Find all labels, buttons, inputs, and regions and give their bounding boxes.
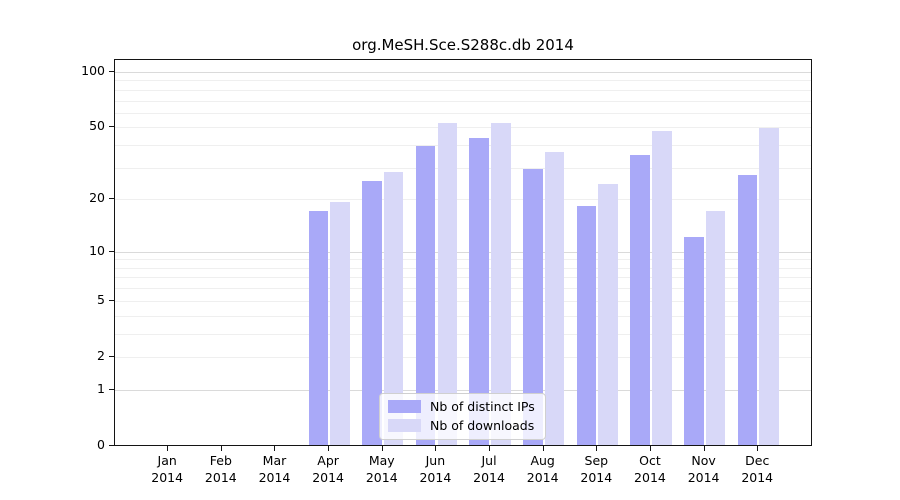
- bar-nb-of-distinct-ips: [684, 237, 704, 445]
- bar-nb-of-distinct-ips: [362, 180, 382, 445]
- gridline-minor: [115, 267, 811, 269]
- x-tick-mark: [381, 446, 383, 451]
- gridline-minor: [115, 127, 811, 129]
- bar-nb-of-distinct-ips: [415, 146, 436, 445]
- y-tick-mark: [109, 355, 114, 357]
- y-tick-label: 2: [97, 347, 105, 363]
- y-tick-label: 10: [89, 242, 105, 258]
- gridline-minor: [115, 167, 811, 169]
- x-tick-mark: [274, 446, 276, 451]
- legend-swatch-distinct-ips: [388, 400, 421, 413]
- y-tick-label: 50: [89, 118, 105, 134]
- y-tick-mark: [109, 445, 114, 446]
- plot-area: Nb of distinct IPs Nb of downloads: [114, 59, 812, 446]
- legend-item-downloads: Nb of downloads: [388, 418, 535, 433]
- legend-item-distinct-ips: Nb of distinct IPs: [388, 399, 535, 414]
- y-tick-mark: [109, 250, 114, 252]
- y-tick-label: 1: [97, 380, 105, 396]
- x-tick-mark: [328, 446, 330, 451]
- bar-nb-of-downloads: [491, 123, 511, 445]
- x-tick-mark: [435, 446, 437, 451]
- x-tick-label: Oct 2014: [634, 453, 666, 485]
- bar-nb-of-downloads: [330, 202, 350, 445]
- y-tick-label: 0: [97, 437, 105, 452]
- gridline-minor: [115, 80, 811, 82]
- gridline-minor: [115, 277, 811, 279]
- bar-nb-of-distinct-ips: [576, 206, 597, 445]
- legend-label-downloads: Nb of downloads: [430, 418, 535, 433]
- bar-nb-of-downloads: [705, 210, 726, 445]
- bar-nb-of-distinct-ips: [308, 210, 329, 445]
- x-tick-mark: [542, 446, 544, 451]
- gridline-minor: [115, 259, 811, 261]
- x-tick-label: Jan 2014: [151, 453, 184, 485]
- bar-nb-of-downloads: [544, 152, 565, 445]
- bar-nb-of-downloads: [383, 172, 404, 445]
- x-tick-label: Aug 2014: [526, 453, 559, 485]
- legend-label-distinct-ips: Nb of distinct IPs: [430, 399, 535, 414]
- bar-nb-of-distinct-ips: [469, 138, 489, 445]
- y-tick-label: 100: [81, 63, 105, 78]
- x-tick-mark: [220, 446, 222, 451]
- gridline-major: [115, 389, 811, 391]
- gridline-minor: [115, 199, 811, 201]
- gridline-minor: [115, 300, 811, 302]
- gridline-major: [115, 72, 811, 73]
- x-tick-mark: [649, 446, 651, 451]
- x-tick-label: Sep 2014: [580, 453, 613, 485]
- x-tick-mark: [489, 446, 491, 451]
- gridline-minor: [115, 89, 811, 91]
- y-tick-label: 20: [89, 190, 105, 206]
- x-tick-label: Apr 2014: [312, 453, 345, 485]
- chart-title: org.MeSH.Sce.S288c.db 2014: [352, 36, 574, 54]
- y-tick-mark: [109, 126, 114, 128]
- x-tick-label: Jun 2014: [419, 453, 452, 485]
- x-tick-mark: [757, 446, 759, 451]
- bar-nb-of-distinct-ips: [523, 169, 543, 445]
- x-tick-mark: [596, 446, 598, 451]
- gridline-minor: [115, 112, 811, 114]
- x-tick-label: Dec 2014: [741, 453, 774, 485]
- gridline-minor: [115, 333, 811, 335]
- x-tick-label: Feb 2014: [204, 453, 237, 485]
- x-tick-label: May 2014: [365, 453, 398, 485]
- bar-nb-of-distinct-ips: [737, 174, 758, 445]
- gridline-minor: [115, 315, 811, 317]
- legend: Nb of distinct IPs Nb of downloads: [379, 393, 546, 440]
- gridline-minor: [115, 145, 811, 147]
- gridline-minor: [115, 100, 811, 102]
- bar-nb-of-downloads: [437, 123, 457, 445]
- bar-nb-of-downloads: [759, 127, 779, 445]
- y-tick-mark: [109, 388, 114, 390]
- bar-nb-of-downloads: [598, 184, 618, 445]
- x-tick-mark: [167, 446, 169, 451]
- gridline-minor: [115, 288, 811, 290]
- y-tick-mark: [109, 198, 114, 200]
- gridline-major: [115, 251, 811, 253]
- x-tick-label: Mar 2014: [258, 453, 291, 485]
- y-tick-mark: [109, 71, 114, 72]
- x-tick-label: Nov 2014: [687, 453, 720, 485]
- bar-nb-of-downloads: [652, 131, 672, 445]
- x-tick-label: Jul 2014: [473, 453, 505, 485]
- gridline-minor: [115, 356, 811, 358]
- y-tick-label: 5: [97, 291, 105, 307]
- bar-nb-of-distinct-ips: [630, 154, 650, 445]
- y-tick-mark: [109, 299, 114, 301]
- x-tick-mark: [703, 446, 705, 451]
- legend-swatch-downloads: [388, 419, 421, 432]
